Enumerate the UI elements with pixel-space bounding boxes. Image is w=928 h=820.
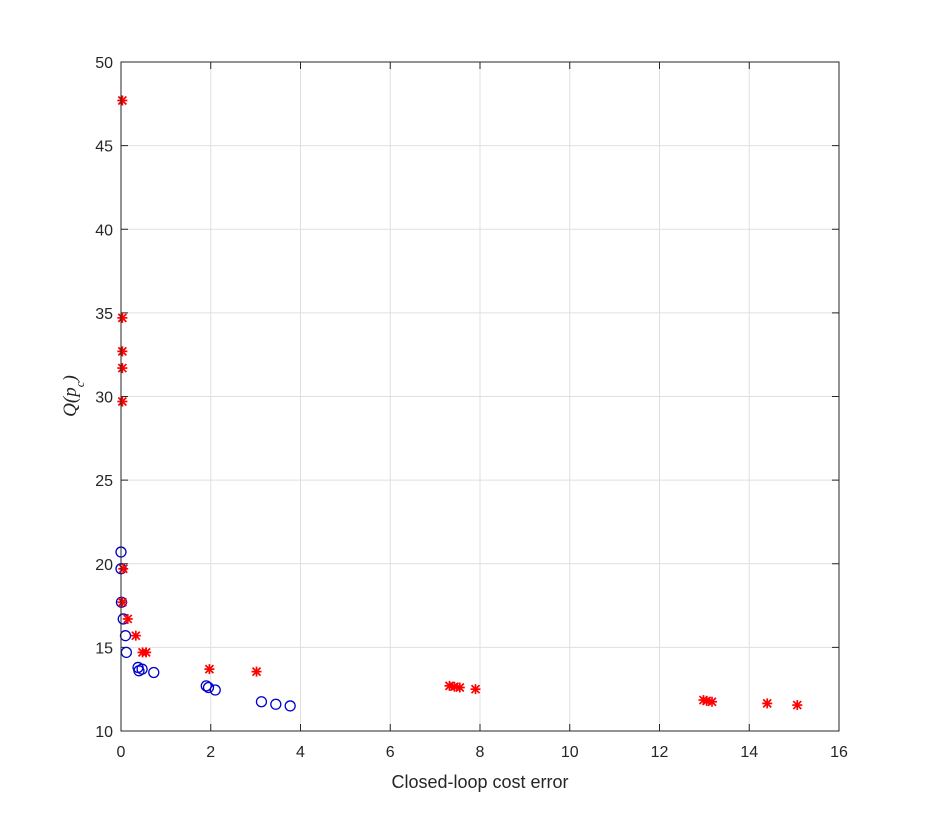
y-tick-label: 15 (95, 640, 113, 657)
y-tick-label: 50 (95, 55, 113, 72)
data-point-asterisk (130, 630, 141, 641)
data-point-asterisk (117, 346, 128, 357)
data-point-circle (119, 630, 132, 642)
x-axis-title: Closed-loop cost error (391, 772, 568, 792)
data-point-asterisk (117, 363, 128, 374)
y-tick-label: 45 (95, 139, 113, 156)
y-tick-labels: 10 15 20 25 30 35 40 45 50 (95, 55, 113, 741)
data-point-asterisk (470, 684, 481, 695)
x-tick-label: 10 (561, 744, 579, 761)
data-point-asterisk (117, 312, 128, 323)
data-point-circle (136, 663, 148, 675)
y-tick-label: 30 (95, 390, 113, 407)
data-point-circle (255, 696, 268, 708)
data-point-asterisk (117, 95, 128, 106)
y-tick-label: 35 (95, 306, 113, 323)
data-point-circle (209, 684, 221, 696)
plot-frame (120, 61, 840, 732)
data-point-asterisk (454, 682, 465, 693)
data-point-asterisk (117, 597, 128, 608)
x-tick-label: 12 (651, 744, 669, 761)
data-point-asterisk (122, 613, 133, 624)
y-tick-label: 20 (95, 557, 113, 574)
data-point-asterisk (792, 700, 803, 711)
y-axis-title: Q(pc) (60, 375, 87, 417)
y-tick-label: 25 (95, 473, 113, 490)
data-point-asterisk (141, 647, 152, 658)
data-point-circle (200, 680, 212, 692)
data-point-circle (148, 666, 160, 679)
grid (121, 62, 839, 731)
x-tick-label: 16 (830, 744, 848, 761)
y-tick-label: 40 (95, 222, 113, 239)
data-point-asterisk (118, 563, 129, 574)
data-marks (115, 95, 803, 712)
data-point-circle (202, 681, 215, 694)
data-point-asterisk (707, 696, 718, 707)
data-point-circle (270, 698, 282, 710)
x-tick-label: 2 (206, 744, 215, 761)
data-point-asterisk (762, 698, 773, 709)
x-tick-labels: 0 2 4 6 8 10 12 14 16 (117, 744, 848, 761)
x-tick-label: 8 (476, 744, 485, 761)
x-tick-label: 6 (386, 744, 395, 761)
data-point-asterisk (251, 666, 262, 677)
x-tick-label: 4 (296, 744, 305, 761)
x-tick-label: 14 (740, 744, 758, 761)
data-point-asterisk (117, 396, 128, 407)
x-tick-label: 0 (117, 744, 126, 761)
data-point-asterisk (204, 664, 215, 675)
y-tick-label: 10 (95, 724, 113, 741)
data-point-circle (284, 700, 296, 712)
